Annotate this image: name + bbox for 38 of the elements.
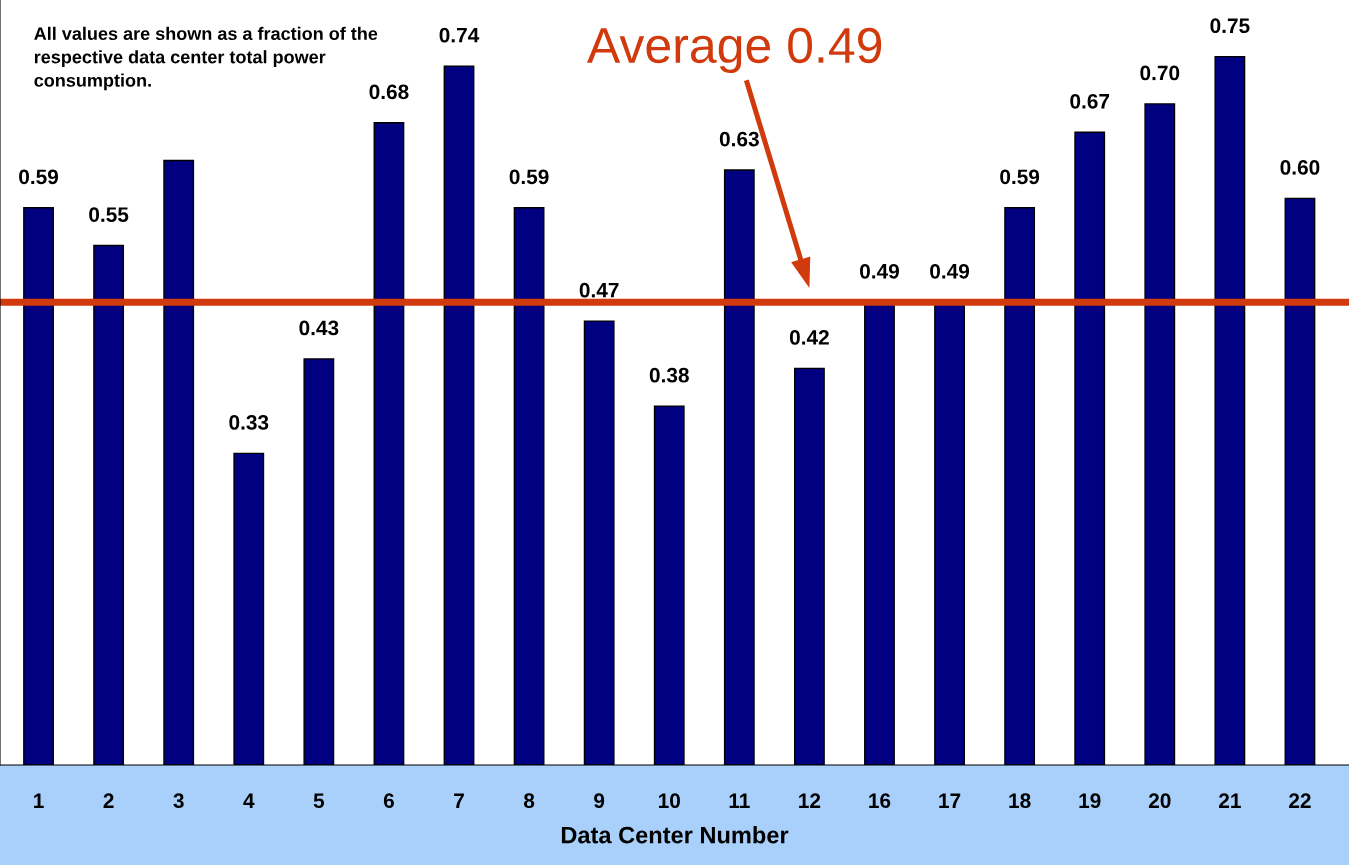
data-label: 0.42 <box>789 330 829 345</box>
x-tick-label: 2 <box>103 793 114 808</box>
x-tick-label: 6 <box>383 793 394 809</box>
x-tick-label: 12 <box>799 793 821 808</box>
data-label: 0.49 <box>860 263 899 279</box>
data-label: 0.38 <box>649 367 689 383</box>
x-tick-label: 9 <box>594 793 605 809</box>
x-tick-label: 7 <box>454 793 464 808</box>
x-tick-label: 11 <box>729 793 750 808</box>
ref-line-label: Average 0.49 <box>587 27 882 74</box>
x-tick-label: 3 <box>173 793 184 809</box>
x-tick-label: 17 <box>939 793 961 808</box>
data-label: 0.59 <box>19 169 59 185</box>
x-tick-label: 19 <box>1079 793 1101 809</box>
data-label: 0.49 <box>930 263 970 279</box>
data-label: 0.70 <box>1140 65 1180 81</box>
x-tick-label: 8 <box>523 793 535 809</box>
x-tick-label: 16 <box>869 793 891 809</box>
x-tick-label: 10 <box>658 793 680 809</box>
x-tick-label: 4 <box>243 793 255 808</box>
x-axis-title: Data Center Number <box>561 826 789 844</box>
data-label: 0.63 <box>719 131 759 147</box>
x-tick-label: 22 <box>1289 793 1311 808</box>
x-tick-label: 20 <box>1148 793 1171 809</box>
data-label: 0.55 <box>89 207 129 222</box>
x-tick-label: 18 <box>1009 793 1031 809</box>
data-label: 0.47 <box>579 282 619 298</box>
x-tick-label: 1 <box>34 793 44 808</box>
data-label: 0.75 <box>1210 18 1250 34</box>
data-label: 0.59 <box>509 169 549 185</box>
data-label: 0.43 <box>299 320 339 336</box>
data-label: 0.60 <box>1280 160 1320 175</box>
data-label: 0.59 <box>1000 169 1040 185</box>
x-tick-label: 21 <box>1219 793 1241 808</box>
x-tick-label: 5 <box>313 793 325 809</box>
data-label: 0.33 <box>229 415 269 430</box>
data-label: 0.74 <box>439 27 480 43</box>
data-label: 0.67 <box>1070 93 1110 109</box>
